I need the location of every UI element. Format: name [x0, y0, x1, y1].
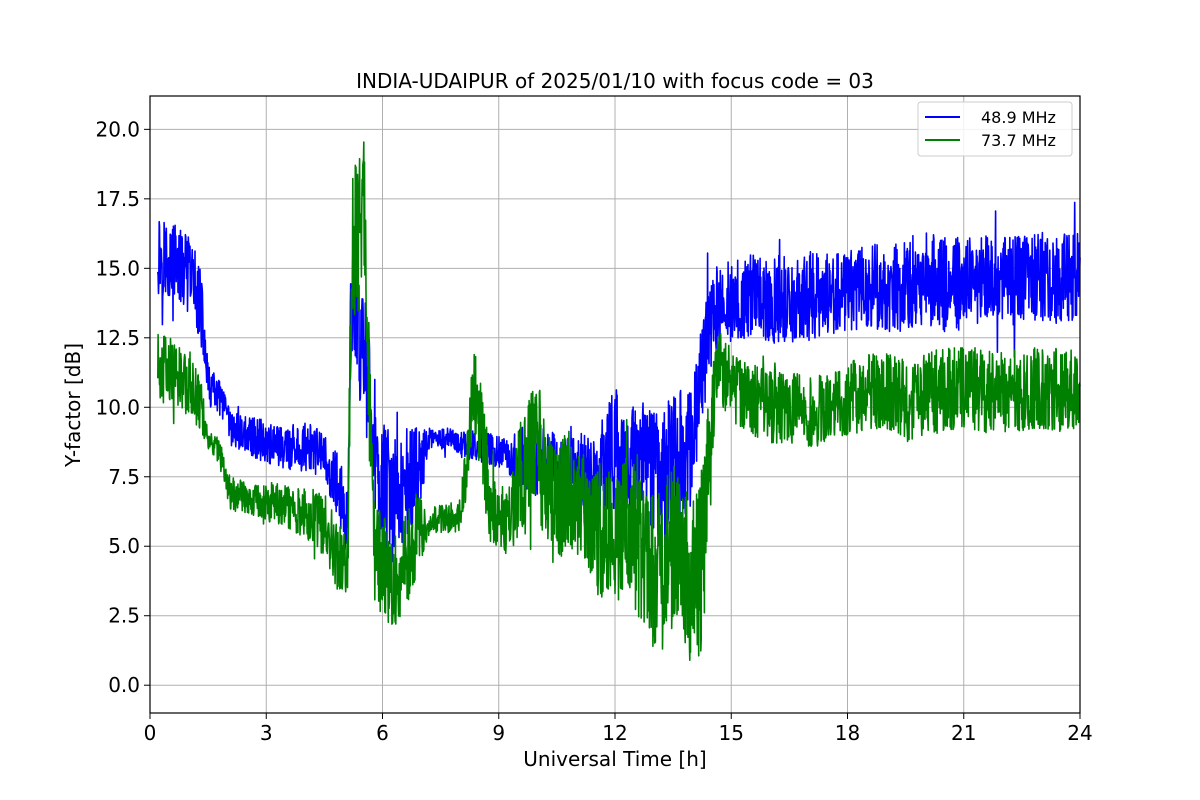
x-axis-label: Universal Time [h]: [523, 747, 706, 771]
y-tick-label: 15.0: [95, 256, 140, 280]
x-tick-label: 9: [492, 721, 505, 745]
x-tick-label: 0: [144, 721, 157, 745]
y-tick-label: 2.5: [108, 604, 140, 628]
x-tick-label: 12: [602, 721, 627, 745]
y-tick-label: 7.5: [108, 465, 140, 489]
x-tick-label: 3: [260, 721, 273, 745]
series-layer: [157, 141, 1081, 661]
x-tick-label: 21: [951, 721, 976, 745]
legend: 48.9 MHz 73.7 MHz: [917, 101, 1073, 157]
y-tick-label: 10.0: [95, 395, 140, 419]
y-axis-label: Y-factor [dB]: [61, 343, 85, 468]
ticks: 0 3 6 9 12 15 18 21 24 0.0 2.5 5.0 7.5 10.0 12.5 15.0 17…: [95, 117, 1092, 745]
y-tick-label: 0.0: [108, 673, 140, 697]
series-line-73-7-mhz: [157, 141, 1081, 661]
legend-label-73-7: 73.7 MHz: [981, 131, 1056, 150]
x-tick-label: 15: [719, 721, 744, 745]
y-tick-label: 5.0: [108, 534, 140, 558]
x-tick-label: 18: [835, 721, 860, 745]
chart-title: INDIA-UDAIPUR of 2025/01/10 with focus c…: [356, 69, 874, 93]
legend-box: [917, 101, 1073, 157]
legend-label-48-9: 48.9 MHz: [981, 108, 1056, 127]
y-tick-label: 12.5: [95, 326, 140, 350]
x-tick-label: 24: [1067, 721, 1092, 745]
y-tick-label: 20.0: [95, 117, 140, 141]
y-tick-label: 17.5: [95, 187, 140, 211]
x-tick-label: 6: [376, 721, 389, 745]
